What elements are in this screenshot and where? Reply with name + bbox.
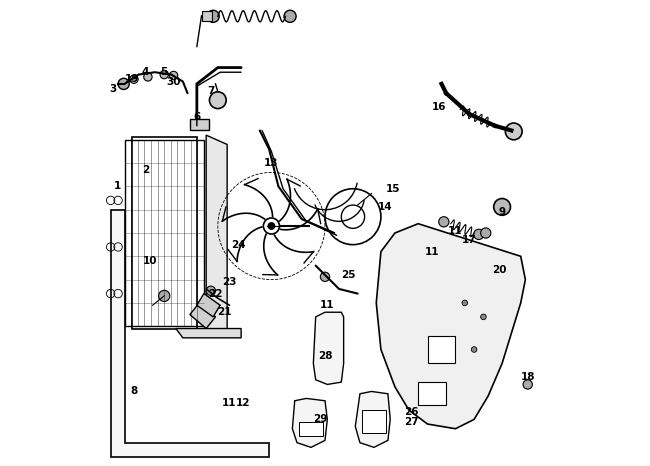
- Circle shape: [160, 70, 168, 79]
- Circle shape: [207, 10, 219, 22]
- Circle shape: [494, 199, 510, 215]
- Circle shape: [480, 228, 491, 238]
- Polygon shape: [206, 135, 227, 336]
- Bar: [131, 137, 197, 329]
- Polygon shape: [292, 398, 328, 447]
- Polygon shape: [356, 391, 390, 447]
- Text: 21: 21: [218, 307, 232, 317]
- Polygon shape: [313, 312, 344, 384]
- Polygon shape: [111, 210, 269, 457]
- Text: 15: 15: [385, 184, 400, 194]
- Circle shape: [474, 229, 484, 240]
- Text: 24: 24: [231, 240, 246, 250]
- Text: 19: 19: [124, 74, 139, 84]
- Bar: [202, 11, 212, 21]
- Text: 17: 17: [462, 235, 476, 245]
- Polygon shape: [428, 336, 456, 363]
- Circle shape: [206, 286, 216, 295]
- Text: 12: 12: [236, 398, 251, 408]
- Text: 11: 11: [222, 398, 237, 408]
- Circle shape: [471, 347, 477, 352]
- Text: 3: 3: [109, 83, 116, 94]
- Text: 11: 11: [448, 226, 463, 236]
- Text: 11: 11: [425, 247, 439, 257]
- Circle shape: [170, 71, 177, 80]
- Text: 1: 1: [114, 181, 122, 192]
- Circle shape: [268, 223, 275, 229]
- Text: 6: 6: [193, 111, 200, 122]
- Text: 7: 7: [207, 86, 214, 96]
- Polygon shape: [376, 224, 525, 429]
- Text: 22: 22: [208, 288, 223, 299]
- Circle shape: [118, 78, 129, 89]
- Circle shape: [320, 272, 330, 281]
- Text: 25: 25: [341, 270, 356, 280]
- Polygon shape: [190, 303, 216, 329]
- Text: 10: 10: [143, 256, 157, 266]
- Text: 30: 30: [166, 76, 181, 87]
- Text: 23: 23: [222, 277, 237, 287]
- Bar: [125, 140, 204, 326]
- Text: 4: 4: [142, 67, 150, 77]
- Polygon shape: [176, 329, 241, 338]
- Text: 2: 2: [142, 165, 150, 175]
- Text: 14: 14: [378, 202, 393, 212]
- Circle shape: [284, 10, 296, 22]
- Polygon shape: [362, 410, 385, 433]
- Text: 20: 20: [493, 265, 507, 275]
- Text: 29: 29: [313, 414, 328, 425]
- Polygon shape: [418, 382, 446, 405]
- Circle shape: [130, 75, 138, 83]
- Text: 28: 28: [318, 351, 332, 362]
- Text: 11: 11: [320, 300, 335, 310]
- Circle shape: [480, 314, 486, 320]
- Bar: [190, 119, 209, 130]
- Text: 16: 16: [432, 102, 447, 112]
- Circle shape: [209, 92, 226, 109]
- Circle shape: [159, 290, 170, 302]
- Polygon shape: [197, 294, 220, 317]
- Circle shape: [439, 217, 449, 227]
- Text: 18: 18: [521, 372, 535, 383]
- Polygon shape: [300, 422, 322, 436]
- Text: 9: 9: [499, 207, 506, 217]
- Circle shape: [505, 123, 522, 140]
- Text: 13: 13: [264, 158, 279, 168]
- Text: 26: 26: [404, 407, 419, 418]
- Text: 27: 27: [404, 417, 419, 427]
- Text: 5: 5: [161, 67, 168, 77]
- Text: 8: 8: [130, 386, 138, 397]
- Circle shape: [144, 73, 152, 81]
- Circle shape: [462, 300, 467, 306]
- Circle shape: [523, 380, 532, 389]
